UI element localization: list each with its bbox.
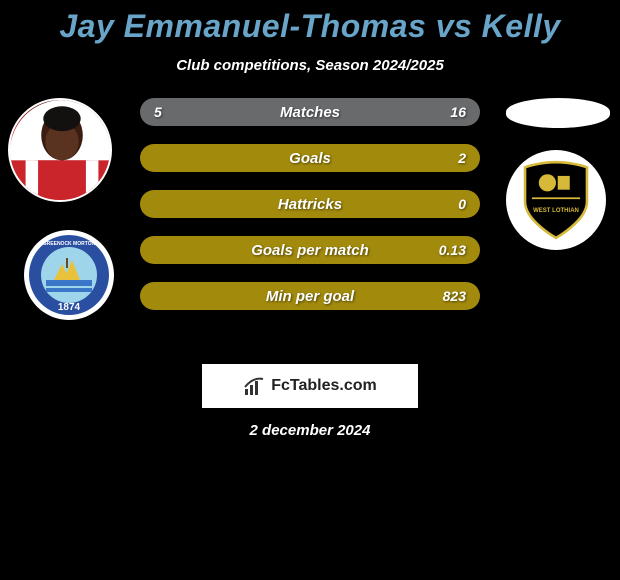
svg-text:GREENOCK MORTON: GREENOCK MORTON bbox=[43, 241, 96, 247]
greenock-morton-crest-icon: 1874 GREENOCK MORTON bbox=[24, 230, 114, 320]
player1-club-crest: 1874 GREENOCK MORTON bbox=[24, 230, 114, 320]
stat-label: Min per goal bbox=[140, 288, 480, 305]
player1-avatar-svg bbox=[10, 100, 112, 202]
stat-row: Min per goal823 bbox=[140, 282, 480, 310]
stat-row: Goals per match0.13 bbox=[140, 236, 480, 264]
stat-row: Hattricks0 bbox=[140, 190, 480, 218]
stat-right-value: 823 bbox=[443, 288, 466, 304]
stat-label: Matches bbox=[140, 104, 480, 121]
stats-panel: 5Matches16 Goals2 Hattricks0 Goals per matc… bbox=[140, 98, 480, 328]
stat-label: Goals bbox=[140, 150, 480, 167]
comparison-title: Jay Emmanuel-Thomas vs Kelly bbox=[0, 0, 620, 45]
stat-right-value: 2 bbox=[458, 150, 466, 166]
title-player1: Jay Emmanuel-Thomas bbox=[59, 8, 426, 44]
fctables-logo-icon bbox=[243, 375, 267, 397]
title-vs: vs bbox=[436, 8, 473, 44]
stat-label: Goals per match bbox=[140, 242, 480, 259]
brand-dotcom: .com bbox=[339, 377, 376, 394]
player2-avatar bbox=[506, 98, 610, 128]
right-avatars: WEST LOTHIAN bbox=[506, 98, 610, 250]
left-avatars: 1874 GREENOCK MORTON bbox=[8, 98, 114, 320]
brand-text: FcTables.com bbox=[271, 377, 377, 395]
stat-right-value: 0.13 bbox=[439, 242, 466, 258]
brand-tables: Tables bbox=[290, 377, 340, 394]
svg-text:WEST LOTHIAN: WEST LOTHIAN bbox=[533, 208, 579, 214]
player2-club-crest: WEST LOTHIAN bbox=[506, 150, 606, 250]
subtitle: Club competitions, Season 2024/2025 bbox=[0, 57, 620, 74]
stat-label: Hattricks bbox=[140, 196, 480, 213]
stat-row: 5Matches16 bbox=[140, 98, 480, 126]
brand-fc: Fc bbox=[271, 377, 290, 394]
title-player2: Kelly bbox=[482, 8, 561, 44]
date-label: 2 december 2024 bbox=[0, 422, 620, 439]
stat-right-value: 16 bbox=[450, 104, 466, 120]
livingston-crest-icon: WEST LOTHIAN bbox=[513, 157, 599, 243]
main-area: 1874 GREENOCK MORTON WEST LOTHIAN 5Match… bbox=[0, 98, 620, 358]
brand-box: FcTables.com bbox=[202, 364, 418, 408]
player1-avatar bbox=[8, 98, 112, 202]
stat-right-value: 0 bbox=[458, 196, 466, 212]
stat-row: Goals2 bbox=[140, 144, 480, 172]
svg-text:1874: 1874 bbox=[58, 302, 81, 313]
